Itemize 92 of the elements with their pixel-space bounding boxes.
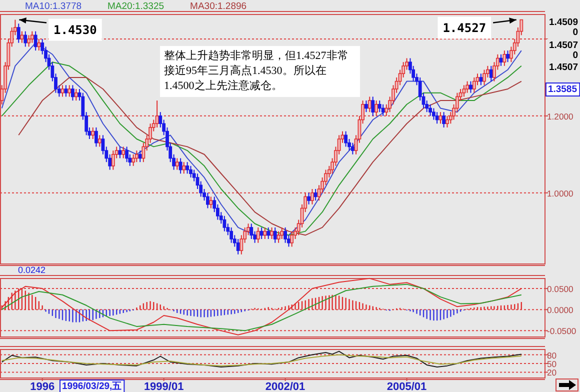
annotation: 整体上升趋势非常明显，但1.4527非常接近95年三月高点1.4530。所以在1.4500之上先注意减仓。: [160, 46, 360, 97]
text: 1.3585: [548, 84, 578, 95]
candlestick: [371, 96, 375, 116]
candlestick: [37, 38, 41, 52]
candlestick: [91, 126, 95, 140]
text: 0: [572, 50, 578, 61]
candlestick: [256, 226, 260, 244]
candlestick: [284, 226, 287, 244]
annotation: 1.4530: [54, 22, 97, 37]
candlestick: [280, 226, 284, 240]
candlestick: [27, 34, 31, 48]
candlestick: [266, 226, 270, 240]
annotation: 1.4527: [442, 20, 486, 35]
candlestick: [273, 226, 277, 244]
y-tick-label: 0.0500: [547, 284, 574, 294]
y-tick-label: 1.0000: [547, 188, 574, 198]
candlestick: [432, 108, 436, 120]
x-tick-label: 2002/01: [265, 381, 306, 392]
x-tick-label: 1996: [30, 381, 55, 392]
x-tick-label: 1999/01: [144, 381, 184, 392]
text: 0: [572, 27, 578, 38]
candlestick: [155, 100, 159, 128]
candlestick: [98, 134, 102, 148]
text: MA10:1.3778: [25, 1, 82, 12]
candlestick: [189, 165, 192, 178]
candlestick: [469, 80, 472, 94]
candlestick: [74, 88, 78, 102]
text: 1.4507: [548, 62, 578, 73]
candlestick: [489, 65, 493, 82]
candlestick: [34, 30, 38, 52]
candlestick: [134, 150, 138, 163]
candlestick: [310, 188, 314, 205]
x-tick-label: 2005/01: [386, 381, 427, 392]
candlestick: [111, 150, 115, 170]
line-series: [1, 278, 522, 336]
candlestick: [175, 158, 179, 170]
candlestick: [502, 50, 506, 66]
line-series: [1, 354, 522, 366]
line-series: [1, 350, 522, 368]
candlestick: [71, 84, 74, 102]
candlestick: [30, 30, 34, 44]
candlestick: [290, 230, 294, 248]
candlestick: [16, 23, 20, 44]
y-tick-label: -0.0500: [547, 326, 576, 336]
candlestick: [68, 84, 72, 98]
candlestick: [236, 238, 240, 255]
candlestick: [230, 226, 234, 244]
candlestick: [132, 154, 136, 166]
candlestick: [350, 142, 354, 155]
text: MA20:1.3325: [108, 1, 164, 12]
candlestick: [482, 69, 486, 86]
candlestick: [344, 130, 348, 148]
candlestick: [206, 192, 210, 209]
y-tick-label: 20: [547, 368, 557, 378]
candlestick: [442, 112, 446, 128]
candlestick: [364, 100, 368, 113]
candlestick: [506, 50, 510, 63]
candlestick: [122, 146, 126, 159]
candlestick: [466, 80, 469, 94]
candlestick: [20, 30, 24, 44]
candlestick: [270, 226, 274, 240]
text: 0.0242: [18, 265, 46, 275]
y-tick-label: 1.2000: [547, 111, 574, 122]
candlestick: [307, 192, 310, 205]
candlestick: [182, 162, 186, 174]
candlestick: [368, 96, 372, 113]
y-tick-label: 80: [547, 350, 557, 360]
candlestick: [64, 84, 68, 98]
text: 1.4507: [548, 40, 578, 51]
text: 1996/03/29,五: [62, 381, 122, 392]
y-tick-label: 50: [547, 359, 557, 369]
candlestick: [374, 100, 378, 116]
candlestick: [125, 146, 128, 163]
candlestick: [479, 73, 483, 86]
candlestick: [378, 100, 382, 113]
candlestick: [209, 196, 213, 209]
candlestick: [186, 162, 190, 174]
text: 1.4509: [548, 17, 578, 28]
candlestick: [263, 226, 267, 240]
candlestick: [250, 223, 254, 240]
line-series: [1, 284, 522, 332]
text: MA30:1.2896: [190, 1, 247, 12]
candlestick: [222, 215, 226, 232]
y-tick-label: 0.0000: [547, 305, 574, 316]
candlestick: [118, 146, 122, 159]
candlestick: [178, 158, 182, 174]
candlestick: [24, 30, 28, 48]
candlestick: [94, 126, 98, 148]
candlestick: [314, 188, 318, 202]
candlestick: [472, 76, 476, 94]
candlestick: [446, 115, 449, 128]
candlestick: [428, 104, 432, 116]
